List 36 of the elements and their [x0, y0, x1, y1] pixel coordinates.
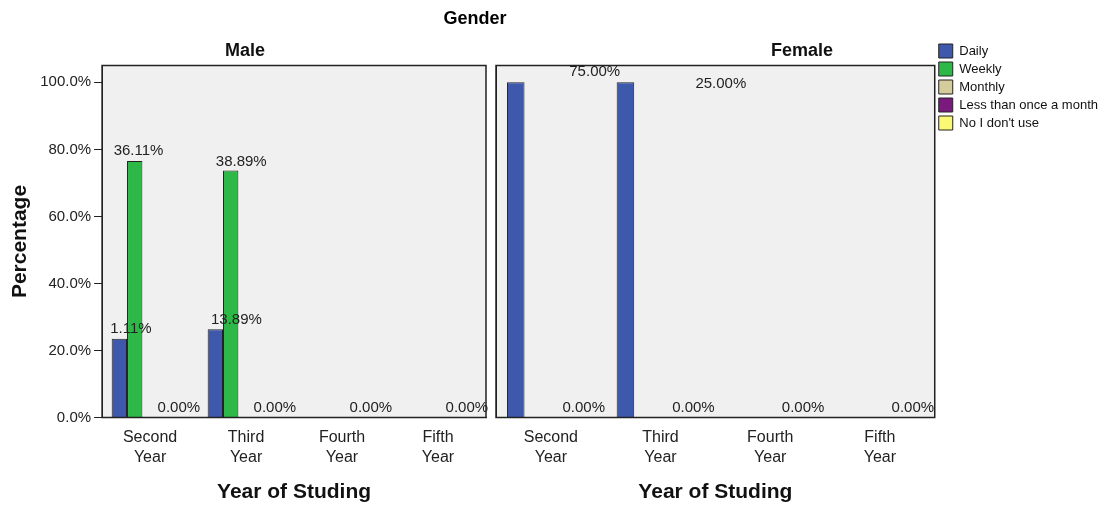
chart-subtitle: Gender — [442, 8, 508, 29]
y-tick-label: 0.0% — [56, 407, 92, 425]
y-tick-label: 100.0% — [40, 72, 92, 90]
x-axis-title: Year of Studing — [638, 479, 793, 503]
annotation: 0.00% — [781, 398, 825, 416]
y-tick-label: 80.0% — [48, 139, 92, 157]
annotation: 75.00% — [569, 62, 621, 80]
y-tick-label: 20.0% — [48, 340, 92, 358]
chart-title: Female — [770, 39, 834, 60]
legend-label: No I don't use — [959, 114, 1040, 130]
x-tick-label: Third Year — [642, 428, 679, 465]
annotation: 0.00% — [562, 398, 606, 416]
x-tick-label: Fourth Year — [747, 428, 794, 465]
annotation: 0.00% — [891, 398, 935, 416]
annotation: 0.00% — [157, 398, 201, 416]
legend-label: Daily — [959, 42, 989, 58]
annotation: 36.11% — [113, 141, 164, 159]
x-tick-label: Second Year — [523, 428, 578, 465]
chart-title: Male — [224, 39, 266, 60]
annotation: 0.00% — [349, 398, 393, 416]
x-axis-title: Year of Studing — [217, 479, 372, 503]
x-tick-label: Second Year — [122, 428, 178, 465]
annotation: 0.00% — [672, 398, 715, 416]
y-tick-label: 60.0% — [48, 206, 92, 224]
annotation: 38.89% — [215, 151, 267, 169]
x-tick-label: Fourth Year — [318, 428, 366, 465]
x-tick-label: Third Year — [227, 428, 265, 465]
annotation: 25.00% — [695, 74, 747, 92]
legend-label: Less than once a month — [959, 96, 1099, 112]
legend-label: Monthly — [959, 78, 1006, 94]
y-tick-label: 40.0% — [48, 273, 92, 291]
annotation: 0.00% — [253, 398, 297, 416]
y-axis-title: Percentage — [7, 184, 31, 299]
x-tick-label: Fifth Year — [421, 428, 455, 465]
x-tick-label: Fifth Year — [863, 428, 897, 465]
legend-label: Weekly — [959, 60, 1003, 76]
